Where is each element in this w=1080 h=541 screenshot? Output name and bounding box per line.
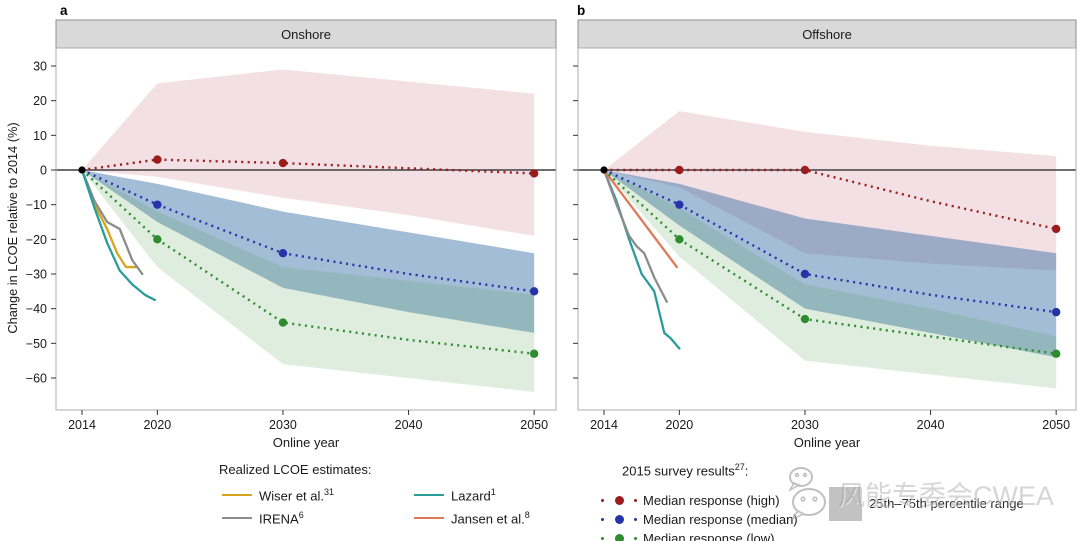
lazard-line-swatch bbox=[414, 494, 444, 497]
legend-label: Median response (high) bbox=[643, 493, 780, 508]
legend-label: Wiser et al.31 bbox=[259, 487, 335, 504]
svg-text:2040: 2040 bbox=[917, 418, 945, 432]
watermark: 风能专委会CWEA bbox=[782, 458, 1080, 528]
legend-item-wiser: Wiser et al.31 bbox=[222, 487, 334, 503]
strip-header-offshore bbox=[577, 19, 1077, 49]
panel-a-plot: 2014 2020 2030 2040 2050 30 20 10 0 −10 −20 −30 −40 −… bbox=[26, 47, 557, 432]
svg-text:−50: −50 bbox=[26, 337, 47, 351]
legend-label: Median response (median) bbox=[643, 512, 798, 527]
svg-text:2030: 2030 bbox=[791, 418, 819, 432]
legend-label: Median response (low) bbox=[643, 531, 775, 541]
svg-text:−10: −10 bbox=[26, 198, 47, 212]
panel-a-title: Onshore bbox=[281, 27, 331, 42]
panel-b-letter: b bbox=[577, 3, 586, 18]
legend-label: Jansen et al.8 bbox=[451, 510, 530, 527]
wiser-line-swatch bbox=[222, 494, 252, 497]
irena-line-swatch bbox=[222, 517, 252, 520]
x-axis-label-a: Online year bbox=[273, 435, 340, 450]
legend-label: Lazard1 bbox=[451, 487, 496, 504]
svg-text:2020: 2020 bbox=[143, 418, 171, 432]
median-low-dot-swatch bbox=[601, 534, 637, 541]
svg-text:−20: −20 bbox=[26, 233, 47, 247]
legend-item-median-low: Median response (low) bbox=[601, 531, 775, 541]
x-axis-label-b: Online year bbox=[794, 435, 861, 450]
legend-item-median-high: Median response (high) bbox=[601, 493, 780, 508]
svg-text:2020: 2020 bbox=[665, 418, 693, 432]
legend-item-lazard: Lazard1 bbox=[414, 487, 496, 503]
svg-text:−60: −60 bbox=[26, 372, 47, 386]
svg-text:2030: 2030 bbox=[269, 418, 297, 432]
strip-header-onshore bbox=[55, 19, 557, 49]
legend-item-irena: IRENA6 bbox=[222, 510, 304, 526]
svg-text:2014: 2014 bbox=[590, 418, 618, 432]
panel-a-letter: a bbox=[60, 3, 68, 18]
panel-b-plot: 2014 2020 2030 2040 2050 bbox=[573, 47, 1077, 432]
svg-text:10: 10 bbox=[33, 129, 47, 143]
lcoe-chart-canvas: Onshore Offshore Online year Online year… bbox=[26, 19, 1077, 450]
legend-item-jansen: Jansen et al.8 bbox=[414, 510, 530, 526]
median-high-dot-swatch bbox=[601, 496, 637, 505]
median-median-dot-swatch bbox=[601, 515, 637, 524]
svg-text:0: 0 bbox=[40, 164, 47, 178]
svg-text:2040: 2040 bbox=[395, 418, 423, 432]
svg-text:2014: 2014 bbox=[68, 418, 96, 432]
svg-text:−30: −30 bbox=[26, 268, 47, 282]
svg-text:30: 30 bbox=[33, 59, 47, 73]
svg-text:2050: 2050 bbox=[520, 418, 548, 432]
svg-text:−40: −40 bbox=[26, 302, 47, 316]
legend-item-median-median: Median response (median) bbox=[601, 512, 798, 527]
percentile-range-label: 25th–75th percentile range bbox=[869, 496, 1024, 511]
legend-survey-title: 2015 survey results27: bbox=[622, 462, 749, 479]
panel-b-title: Offshore bbox=[802, 27, 852, 42]
percentile-range-swatch bbox=[829, 487, 862, 521]
legend-label: IRENA6 bbox=[259, 510, 304, 527]
legend-realized-title: Realized LCOE estimates: bbox=[219, 462, 372, 477]
jansen-line-swatch bbox=[414, 517, 444, 520]
svg-text:20: 20 bbox=[33, 94, 47, 108]
svg-text:2050: 2050 bbox=[1042, 418, 1070, 432]
